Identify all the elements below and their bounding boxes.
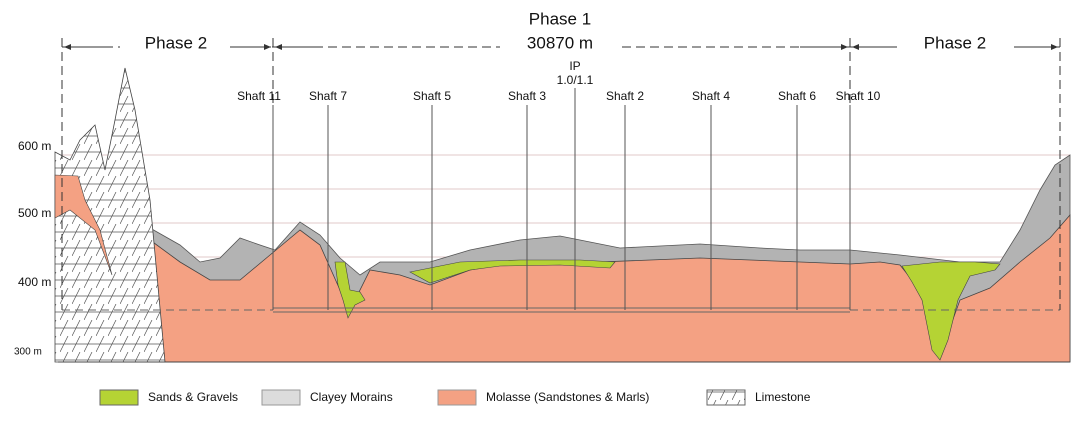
legend-label: Molasse (Sandstones & Marls) bbox=[486, 390, 649, 404]
shaft-labels: Shaft 11 Shaft 7 Shaft 5 Shaft 3 Shaft 2 Shaf… bbox=[237, 89, 881, 103]
shaft-label: Shaft 7 bbox=[309, 89, 347, 103]
label-bg bbox=[120, 36, 230, 52]
shaft-label: Shaft 10 bbox=[836, 89, 881, 103]
legend-label: Limestone bbox=[755, 390, 811, 404]
tunnel bbox=[62, 307, 1060, 313]
shaft-label: Shaft 3 bbox=[508, 89, 546, 103]
length-label: 30870 m bbox=[527, 33, 593, 52]
legend-label: Clayey Morains bbox=[310, 390, 393, 404]
molasse bbox=[149, 213, 1071, 363]
shaft-label: Shaft 5 bbox=[413, 89, 451, 103]
elevation-label: 500 m bbox=[18, 206, 51, 220]
shaft-label: Shaft 6 bbox=[778, 89, 816, 103]
label-bg bbox=[900, 36, 1010, 52]
phase-label: Phase 2 bbox=[145, 33, 207, 52]
sands-gravels bbox=[334, 261, 366, 319]
legend-swatch bbox=[437, 389, 477, 406]
terrain bbox=[54, 67, 1071, 363]
legend-swatch bbox=[706, 389, 746, 406]
phase-label: Phase 1 bbox=[529, 9, 591, 28]
sands-gravels bbox=[901, 261, 1001, 361]
shaft-label: Shaft 4 bbox=[692, 89, 730, 103]
legend-label: Sands & Gravels bbox=[148, 390, 238, 404]
legend-swatch bbox=[99, 389, 139, 406]
ip-label: 1.0/1.1 bbox=[557, 73, 594, 87]
limestone bbox=[54, 67, 166, 363]
phase-label: Phase 2 bbox=[924, 33, 986, 52]
legend-swatch bbox=[261, 389, 301, 406]
shafts bbox=[272, 88, 851, 310]
legend: Sands & Gravels Clayey Morains Molasse (… bbox=[99, 389, 811, 406]
elevation-label: 600 m bbox=[18, 139, 51, 153]
shaft-label: Shaft 2 bbox=[606, 89, 644, 103]
shaft-label: Shaft 11 bbox=[237, 89, 281, 103]
ip-label: IP bbox=[569, 59, 580, 73]
sands-gravels bbox=[409, 259, 616, 284]
label-bg bbox=[500, 34, 620, 52]
elevation-label: 400 m bbox=[18, 275, 51, 289]
elevation-label: 300 m bbox=[14, 347, 42, 358]
molasse bbox=[54, 174, 113, 276]
